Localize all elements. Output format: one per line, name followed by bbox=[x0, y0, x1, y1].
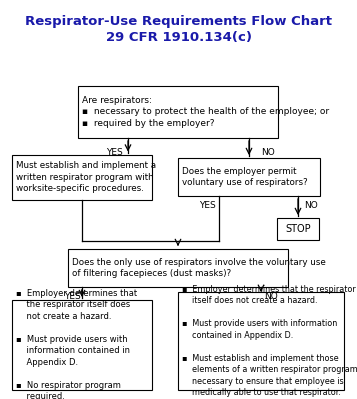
Text: NO: NO bbox=[304, 201, 318, 210]
Text: ▪  Employer determines that
    the respirator itself does
    not create a haza: ▪ Employer determines that the respirato… bbox=[16, 289, 137, 399]
Text: YES: YES bbox=[198, 201, 215, 210]
Text: Does the only use of respirators involve the voluntary use
of filtering facepiec: Does the only use of respirators involve… bbox=[72, 258, 326, 278]
Bar bbox=[178, 292, 344, 390]
Text: Must establish and implement a
written respirator program with
worksite-specific: Must establish and implement a written r… bbox=[16, 161, 156, 193]
Bar bbox=[78, 86, 278, 138]
Text: YES: YES bbox=[64, 292, 80, 301]
Text: 29 CFR 1910.134(c): 29 CFR 1910.134(c) bbox=[106, 32, 251, 45]
Bar bbox=[277, 218, 319, 240]
Text: YES: YES bbox=[106, 148, 122, 157]
Text: ▪  Employer determines that the respirator
    itself does not create a hazard.
: ▪ Employer determines that the respirato… bbox=[182, 285, 357, 397]
Bar bbox=[12, 154, 152, 200]
Text: NO: NO bbox=[264, 292, 278, 301]
Text: Are respirators:
▪  necessary to protect the health of the employee; or
▪  requi: Are respirators: ▪ necessary to protect … bbox=[82, 96, 329, 128]
Text: STOP: STOP bbox=[285, 224, 311, 234]
Text: Does the employer permit
voluntary use of respirators?: Does the employer permit voluntary use o… bbox=[182, 167, 308, 187]
Bar bbox=[178, 158, 320, 196]
Text: Respirator-Use Requirements Flow Chart: Respirator-Use Requirements Flow Chart bbox=[25, 16, 332, 28]
Bar bbox=[12, 300, 152, 390]
Text: NO: NO bbox=[261, 148, 275, 157]
Bar bbox=[68, 249, 288, 287]
